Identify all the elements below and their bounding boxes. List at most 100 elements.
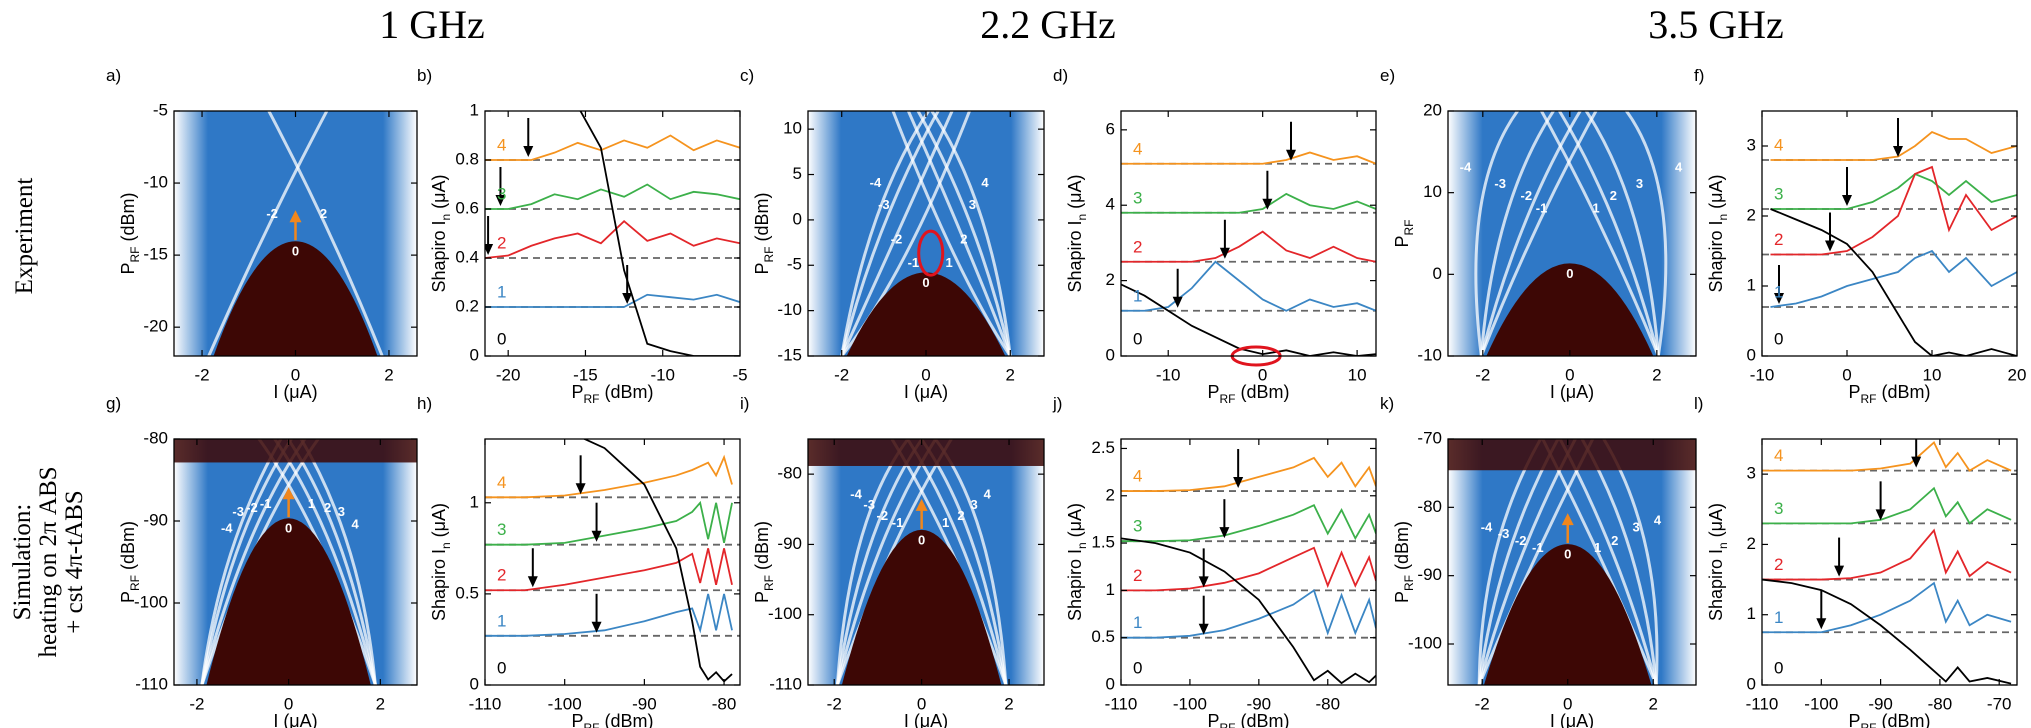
- series-label: 4: [1133, 139, 1142, 158]
- x-tick-label: 0: [921, 365, 930, 384]
- series-line: [485, 454, 733, 499]
- order-label: 3: [970, 497, 977, 512]
- series-line: [1770, 165, 2017, 256]
- y-tick-label: 1: [1747, 275, 1756, 294]
- axis-label: Shapiro In (μA): [429, 503, 453, 621]
- panel-label: l): [1694, 394, 1703, 413]
- order-label: -4: [221, 521, 233, 536]
- series-label: 1: [1133, 613, 1142, 632]
- order-label: 1: [942, 515, 949, 530]
- series-label: 1: [1133, 286, 1142, 305]
- x-tick-label: -15: [573, 365, 598, 384]
- y-tick-label: 0: [470, 674, 479, 693]
- y-tick-label: -5: [787, 255, 802, 274]
- order-label: 4: [984, 487, 992, 502]
- onset-arrow: [591, 593, 602, 633]
- series-line: [1121, 283, 1376, 356]
- onset-arrow: [1893, 118, 1903, 157]
- x-tick-label: -110: [1105, 694, 1138, 713]
- dark-band: [1448, 439, 1696, 471]
- resonance-line: [840, 111, 954, 356]
- x-tick-label: -110: [469, 694, 502, 713]
- zero-current-region: [1486, 263, 1654, 356]
- axis-label: PRF (dBm): [1848, 711, 1930, 728]
- y-tick-label: -5: [153, 100, 168, 119]
- x-tick-label: 20: [2008, 365, 2027, 384]
- onset-arrow: [1198, 595, 1209, 635]
- axis-label: I (μA): [273, 711, 317, 728]
- x-tick-label: 2: [376, 694, 385, 713]
- row-title: Experiment: [11, 178, 38, 295]
- series-line: [1121, 456, 1376, 492]
- onset-arrow: [1825, 212, 1835, 252]
- series-line: [485, 220, 740, 259]
- axis-label: I (μA): [1550, 382, 1594, 402]
- panel: -4-3 -2 -101 2 34g)-110-100-90-80-2 0 2I (μA)P…: [106, 394, 418, 728]
- x-tick-label: 2: [1004, 694, 1013, 713]
- series-line: [485, 134, 740, 161]
- series-line: [1770, 130, 2017, 161]
- order-label: -2: [1515, 533, 1527, 548]
- x-tick-label: -70: [1987, 694, 2012, 713]
- onset-arrow: [1911, 439, 1922, 468]
- x-tick-label: 2: [384, 365, 393, 384]
- x-tick-label: -2: [1475, 365, 1490, 384]
- y-tick-label: 2: [1106, 270, 1115, 289]
- onset-arrow: [1233, 449, 1244, 489]
- y-tick-label: -90: [777, 534, 802, 553]
- onset-arrow: [591, 502, 602, 542]
- resonance-line: [1479, 111, 1598, 356]
- y-tick-label: 0.6: [455, 198, 479, 217]
- series-label: 2: [1774, 555, 1783, 574]
- order-label: 2: [1611, 533, 1618, 548]
- series-line: [1762, 528, 2012, 581]
- onset-arrow: [1286, 121, 1296, 161]
- axis-label: I (μA): [904, 382, 948, 402]
- x-tick-label: -90: [632, 694, 657, 713]
- axes-frame: [1447, 438, 1697, 686]
- axis-label: PRF (dBm): [118, 192, 142, 274]
- order-label: -3: [1498, 526, 1510, 541]
- axis-label: PRF (dBm): [118, 521, 142, 603]
- x-tick-label: -10: [1156, 365, 1181, 384]
- x-tick-label: -110: [1746, 694, 1779, 713]
- series-label: 2: [497, 566, 506, 585]
- x-tick-label: 2: [1649, 694, 1658, 713]
- axes-frame: [484, 438, 741, 686]
- y-tick-label: -90: [143, 510, 168, 529]
- column-title: 2.2 GHz: [980, 2, 1116, 47]
- resonance-line: [267, 111, 384, 356]
- series-line: [1770, 172, 2017, 210]
- x-tick-label: -2: [194, 365, 209, 384]
- panel-label: d): [1053, 66, 1068, 85]
- series-line: [1121, 537, 1376, 685]
- plot-area: [485, 439, 740, 683]
- plot-area: [1762, 439, 2017, 685]
- x-tick-label: -100: [548, 694, 582, 713]
- axis-label: PRF (dBm): [571, 711, 653, 728]
- series-line: [1121, 151, 1376, 165]
- order-label: -1: [1536, 200, 1548, 215]
- y-tick-label: 0.5: [455, 583, 479, 602]
- series-label: 1: [1774, 282, 1783, 301]
- panel-label: j): [1052, 394, 1062, 413]
- panel: -4 -3 -2 -1 0 1 23 4k)-100-90-80-70-2 0 2I (μA)PR…: [1380, 394, 1697, 728]
- x-tick-label: -10: [1750, 365, 1775, 384]
- axis-label: Shapiro In (μA): [1706, 174, 1730, 292]
- series-line: [582, 439, 733, 683]
- resonance-line: [906, 111, 1012, 356]
- order-label: -4: [870, 175, 882, 190]
- x-tick-label: -80: [1315, 694, 1340, 713]
- order-label: 0: [918, 532, 925, 547]
- onset-arrow: [1834, 537, 1845, 577]
- order-label: 1: [1592, 200, 1599, 215]
- x-tick-label: 0: [284, 694, 293, 713]
- zero-current-region: [206, 518, 371, 685]
- resonance-line: [1584, 111, 1660, 356]
- onset-arrow: [575, 455, 586, 495]
